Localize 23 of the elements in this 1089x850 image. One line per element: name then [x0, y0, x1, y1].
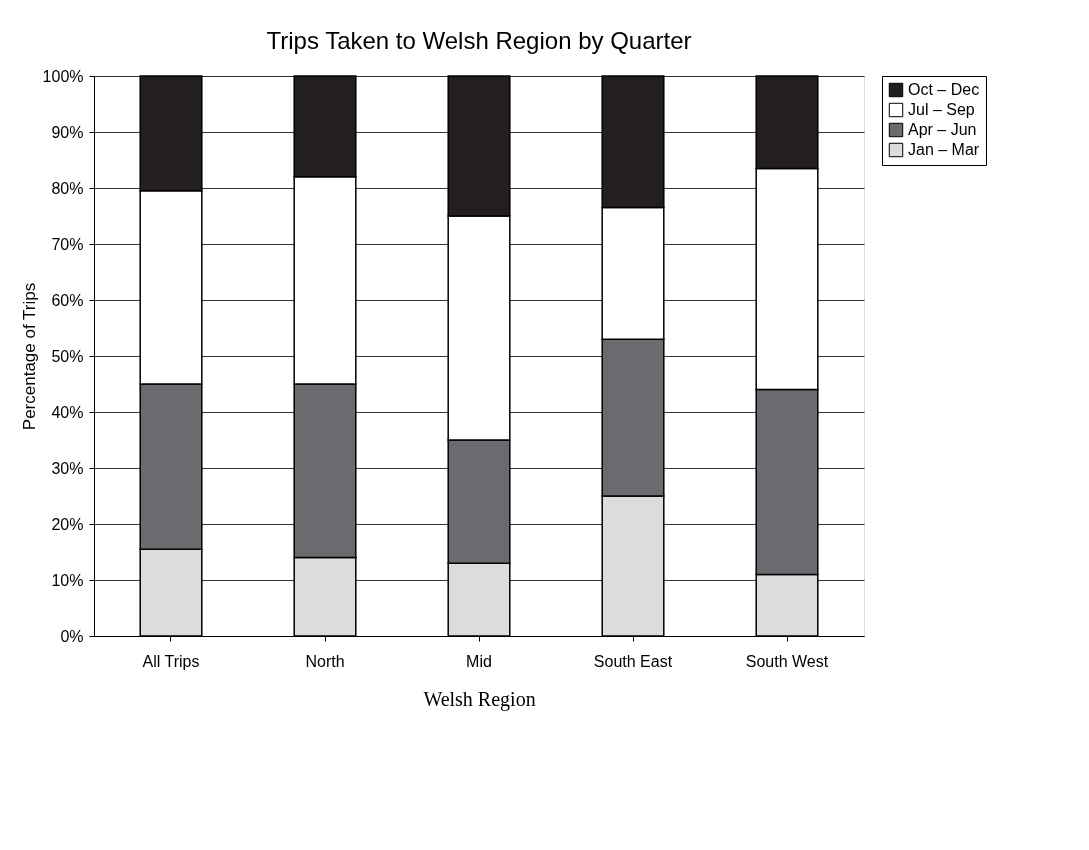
- legend-label: Oct – Dec: [908, 81, 980, 98]
- y-tick-label: 0%: [60, 627, 84, 645]
- y-tick-label: 60%: [51, 291, 84, 309]
- y-tick-label: 90%: [51, 123, 84, 141]
- chart-title: Trips Taken to Welsh Region by Quarter: [266, 27, 692, 54]
- legend-label: Jan – Mar: [908, 141, 980, 158]
- y-tick-label: 80%: [51, 179, 84, 197]
- y-tick-label: 10%: [51, 571, 84, 589]
- legend-label: Apr – Jun: [908, 121, 977, 138]
- x-tick-label: South East: [593, 652, 673, 670]
- y-tick-label: 20%: [51, 515, 84, 533]
- x-tick-label: North: [305, 652, 345, 670]
- y-tick-label: 70%: [51, 235, 84, 253]
- y-tick-label: 30%: [51, 459, 84, 477]
- x-tick-label: South West: [745, 652, 829, 670]
- y-tick-label: 50%: [51, 347, 84, 365]
- x-tick-label: Mid: [466, 652, 492, 670]
- y-axis-title: Percentage of Trips: [19, 282, 39, 431]
- legend-label: Jul – Sep: [908, 101, 975, 118]
- y-tick-label: 100%: [42, 67, 84, 85]
- x-tick-label: All Trips: [142, 652, 200, 670]
- y-tick-label: 40%: [51, 403, 84, 421]
- x-axis-title: Welsh Region: [423, 687, 536, 711]
